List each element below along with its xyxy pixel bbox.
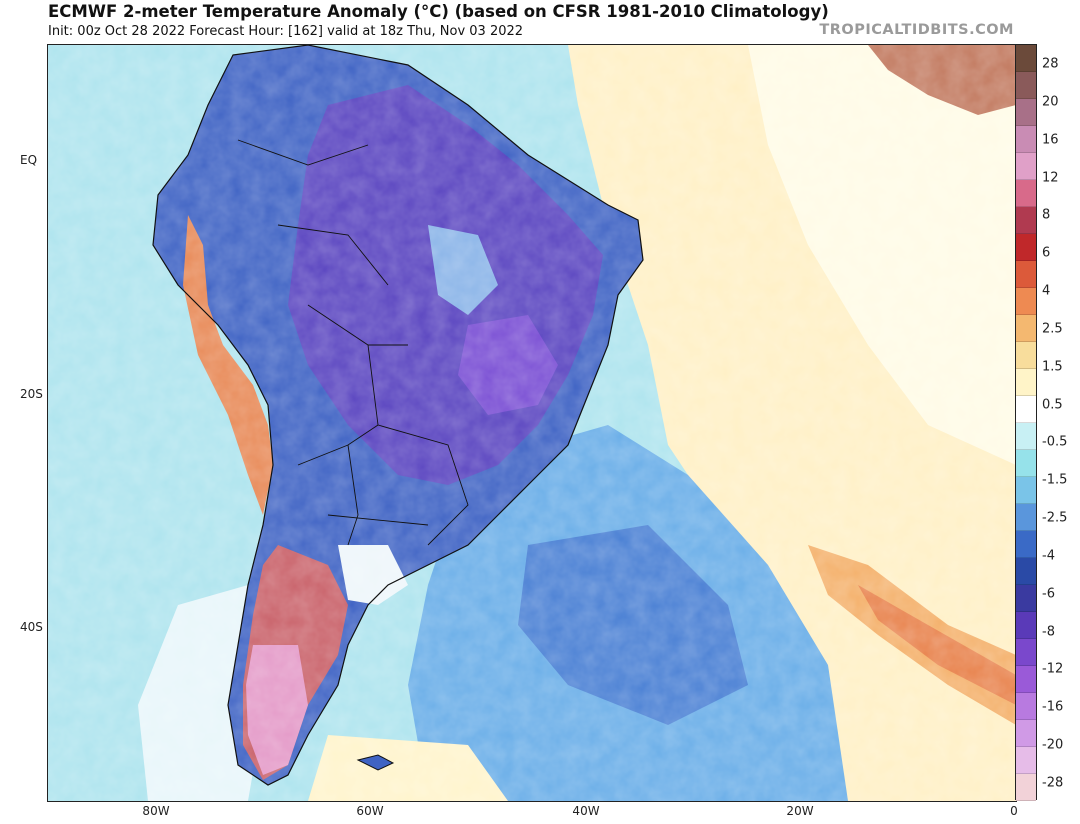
colorbar-label: -12 <box>1042 661 1064 677</box>
colorbar-swatch <box>1016 612 1036 639</box>
colorbar-swatch <box>1016 342 1036 369</box>
lon-label-20w: 20W <box>786 804 814 818</box>
colorbar-swatch <box>1016 774 1036 801</box>
colorbar-swatch <box>1016 45 1036 72</box>
colorbar-label: -16 <box>1042 699 1064 715</box>
lat-label-20s: 20S <box>20 387 43 401</box>
texture-overlay <box>48 45 1016 801</box>
colorbar-swatch <box>1016 234 1036 261</box>
colorbar-label: -28 <box>1042 775 1064 791</box>
colorbar-label: -1.5 <box>1042 472 1068 488</box>
colorbar-label: 12 <box>1042 170 1059 186</box>
lon-label-80w: 80W <box>142 804 170 818</box>
colorbar-label: -6 <box>1042 586 1055 602</box>
brand-watermark: TROPICALTIDBITS.COM <box>819 22 1014 38</box>
colorbar-swatch <box>1016 693 1036 720</box>
colorbar-swatch <box>1016 396 1036 423</box>
lon-label-0: 0 <box>1010 804 1018 818</box>
colorbar-swatch <box>1016 558 1036 585</box>
lon-label-60w: 60W <box>356 804 384 818</box>
colorbar-label: 1.5 <box>1042 359 1063 375</box>
colorbar-swatch <box>1016 261 1036 288</box>
colorbar-label: 2.5 <box>1042 321 1063 337</box>
country-borders <box>237 139 469 546</box>
colorbar-label: 0.5 <box>1042 397 1063 413</box>
colorbar-swatch <box>1016 639 1036 666</box>
colorbar-swatch <box>1016 126 1036 153</box>
colorbar-swatch <box>1016 504 1036 531</box>
colorbar-swatch <box>1016 477 1036 504</box>
colorbar-label: 8 <box>1042 207 1051 223</box>
colorbar <box>1015 44 1037 801</box>
colorbar-label: -2.5 <box>1042 510 1068 526</box>
colorbar-swatch <box>1016 450 1036 477</box>
colorbar-swatch <box>1016 72 1036 99</box>
colorbar-swatch <box>1016 720 1036 747</box>
anomaly-map <box>47 44 1017 802</box>
falkland-islands <box>356 754 395 771</box>
colorbar-swatch <box>1016 153 1036 180</box>
map-subtitle: Init: 00z Oct 28 2022 Forecast Hour: [16… <box>48 24 524 39</box>
lat-label-40s: 40S <box>20 620 43 634</box>
colorbar-label: -0.5 <box>1042 434 1068 450</box>
coastline <box>152 45 644 786</box>
map-canvas <box>48 45 1016 801</box>
colorbar-label: 16 <box>1042 132 1059 148</box>
colorbar-swatch <box>1016 585 1036 612</box>
colorbar-label: 20 <box>1042 94 1059 110</box>
lat-label-eq: EQ <box>20 153 38 167</box>
lon-label-40w: 40W <box>572 804 600 818</box>
colorbar-label: -20 <box>1042 737 1064 753</box>
map-title: ECMWF 2-meter Temperature Anomaly (°C) (… <box>48 2 829 21</box>
colorbar-swatch <box>1016 531 1036 558</box>
colorbar-swatch <box>1016 99 1036 126</box>
colorbar-swatch <box>1016 180 1036 207</box>
colorbar-swatch <box>1016 315 1036 342</box>
colorbar-swatch <box>1016 423 1036 450</box>
colorbar-label: 4 <box>1042 283 1051 299</box>
colorbar-swatch <box>1016 369 1036 396</box>
colorbar-label: 28 <box>1042 56 1059 72</box>
colorbar-swatch <box>1016 288 1036 315</box>
colorbar-label: -8 <box>1042 624 1055 640</box>
colorbar-label: 6 <box>1042 245 1051 261</box>
colorbar-label: -4 <box>1042 548 1055 564</box>
colorbar-swatch <box>1016 747 1036 774</box>
colorbar-swatch <box>1016 207 1036 234</box>
colorbar-swatch <box>1016 666 1036 693</box>
